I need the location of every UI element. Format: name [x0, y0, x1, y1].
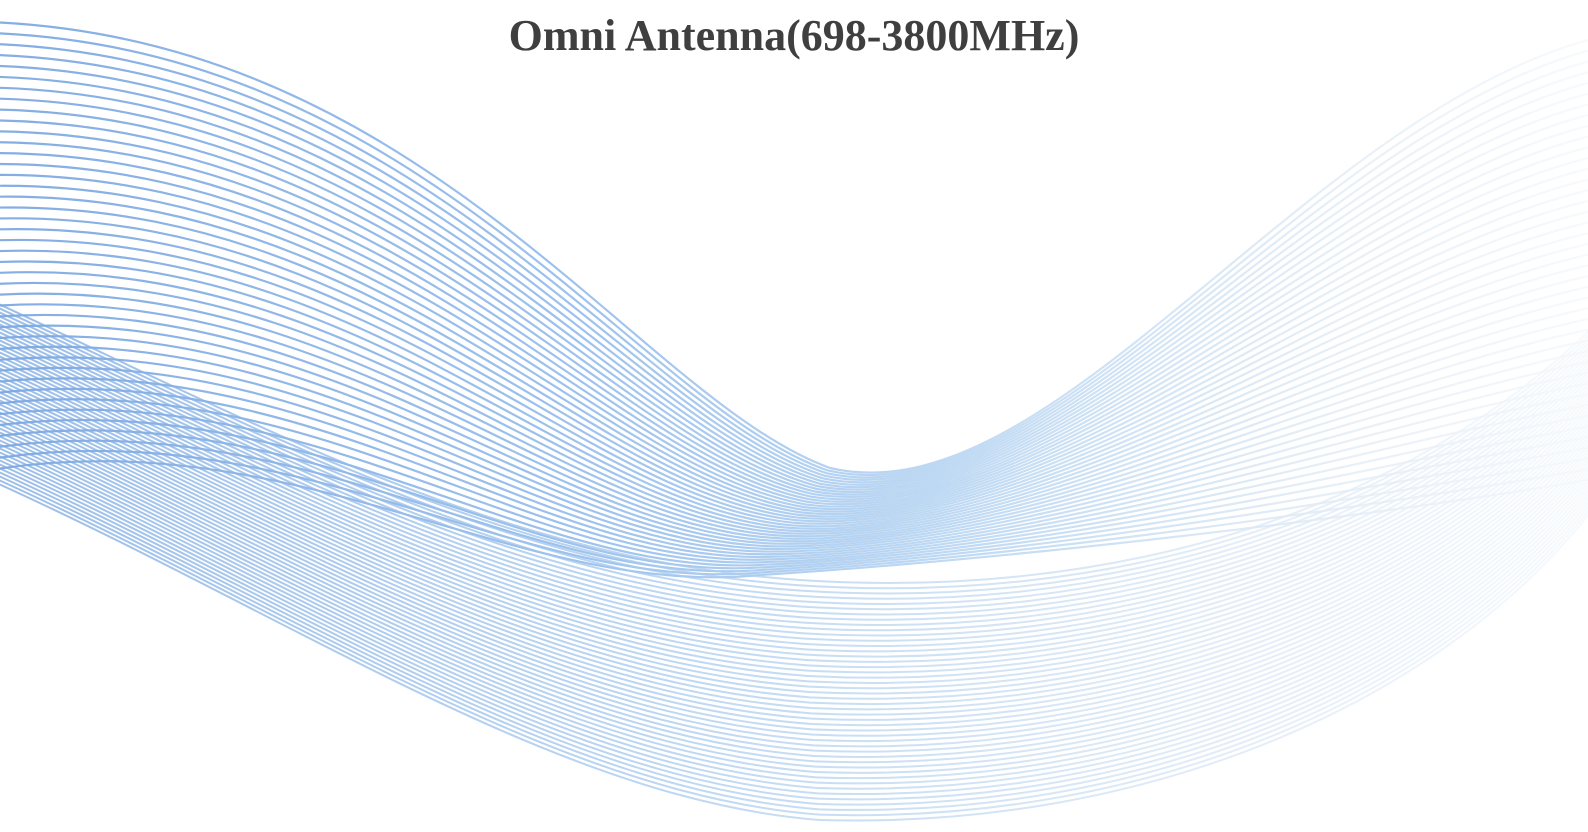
- wave-line: [0, 315, 1588, 600]
- wave-line: [0, 260, 1588, 528]
- wave-line: [0, 363, 1588, 663]
- wave-line: [0, 303, 1588, 584]
- wave-line: [0, 483, 1588, 822]
- wave-line: [0, 467, 1588, 801]
- wave-line: [0, 130, 1588, 498]
- wave-line: [0, 319, 1588, 605]
- wave-line: [0, 415, 1588, 732]
- wave-line: [0, 173, 1588, 508]
- wave-line: [0, 471, 1588, 806]
- wave-line: [0, 86, 1588, 489]
- wave-line: [0, 439, 1588, 764]
- wave-line: [0, 359, 1588, 658]
- wave-line: [0, 311, 1588, 595]
- wave-line: [0, 367, 1588, 669]
- wave-line: [0, 54, 1588, 482]
- wave-line: [0, 398, 1588, 561]
- wave-line: [0, 439, 1588, 573]
- wave-line: [0, 451, 1588, 780]
- wave-line: [0, 335, 1588, 626]
- wave-line: [0, 32, 1588, 477]
- wave-band-lower: [0, 303, 1588, 822]
- wave-line: [0, 387, 1588, 559]
- wave-line: [0, 238, 1588, 523]
- wave-line: [0, 292, 1588, 535]
- wave-line: [0, 379, 1588, 684]
- wave-line: [0, 21, 1588, 474]
- wave-line: [0, 463, 1588, 795]
- wave-line: [0, 419, 1588, 737]
- wave-line: [0, 371, 1588, 674]
- wave-line: [0, 395, 1588, 706]
- wave-line: [0, 152, 1588, 503]
- wave-line: [0, 429, 1588, 570]
- wave-line: [0, 141, 1588, 501]
- wave-line: [0, 423, 1588, 743]
- wave-line: [0, 281, 1588, 533]
- wave-line: [0, 43, 1588, 479]
- wave-line: [0, 475, 1588, 811]
- wave-line: [0, 355, 1588, 653]
- wave-line: [0, 335, 1588, 545]
- wave-line: [0, 339, 1588, 632]
- wave-line: [0, 108, 1588, 494]
- wave-band-upper: [0, 21, 1588, 579]
- wave-line: [0, 324, 1588, 543]
- wave-line: [0, 303, 1588, 538]
- wave-line: [0, 75, 1588, 486]
- wave-line: [0, 307, 1588, 590]
- wave-line: [0, 407, 1588, 721]
- wave-line: [0, 443, 1588, 769]
- wave-line: [0, 431, 1588, 753]
- wave-line: [0, 427, 1588, 748]
- wave-line: [0, 459, 1588, 790]
- wave-line: [0, 313, 1588, 540]
- wave-line: [0, 345, 1588, 548]
- wave-line: [0, 228, 1588, 520]
- wave-line: [0, 435, 1588, 758]
- wave-line: [0, 217, 1588, 518]
- wave-line: [0, 479, 1588, 817]
- wave-line: [0, 356, 1588, 551]
- wave-line: [0, 119, 1588, 496]
- wave-line: [0, 403, 1588, 716]
- wave-line: [0, 163, 1588, 506]
- wave-line: [0, 327, 1588, 616]
- wave-line: [0, 206, 1588, 515]
- wave-line: [0, 391, 1588, 700]
- wave-line: [0, 387, 1588, 695]
- wave-line: [0, 375, 1588, 679]
- wave-line: [0, 195, 1588, 513]
- wave-line: [0, 323, 1588, 611]
- wave-line: [0, 399, 1588, 711]
- page-title: Omni Antenna(698-3800MHz): [508, 11, 1080, 60]
- wave-line: [0, 447, 1588, 774]
- wave-line: [0, 377, 1588, 556]
- wave-line: [0, 351, 1588, 647]
- wave-line: [0, 331, 1588, 621]
- wave-line: [0, 411, 1588, 727]
- wave-line: [0, 343, 1588, 637]
- wave-line: [0, 408, 1588, 564]
- wave-line: [0, 383, 1588, 690]
- wave-line: [0, 455, 1588, 785]
- wave-line: [0, 65, 1588, 484]
- wave-line: [0, 184, 1588, 511]
- wave-line: [0, 366, 1588, 553]
- wave-line: [0, 347, 1588, 642]
- wave-line: [0, 271, 1588, 530]
- wave-line: [0, 97, 1588, 491]
- wave-line: [0, 249, 1588, 525]
